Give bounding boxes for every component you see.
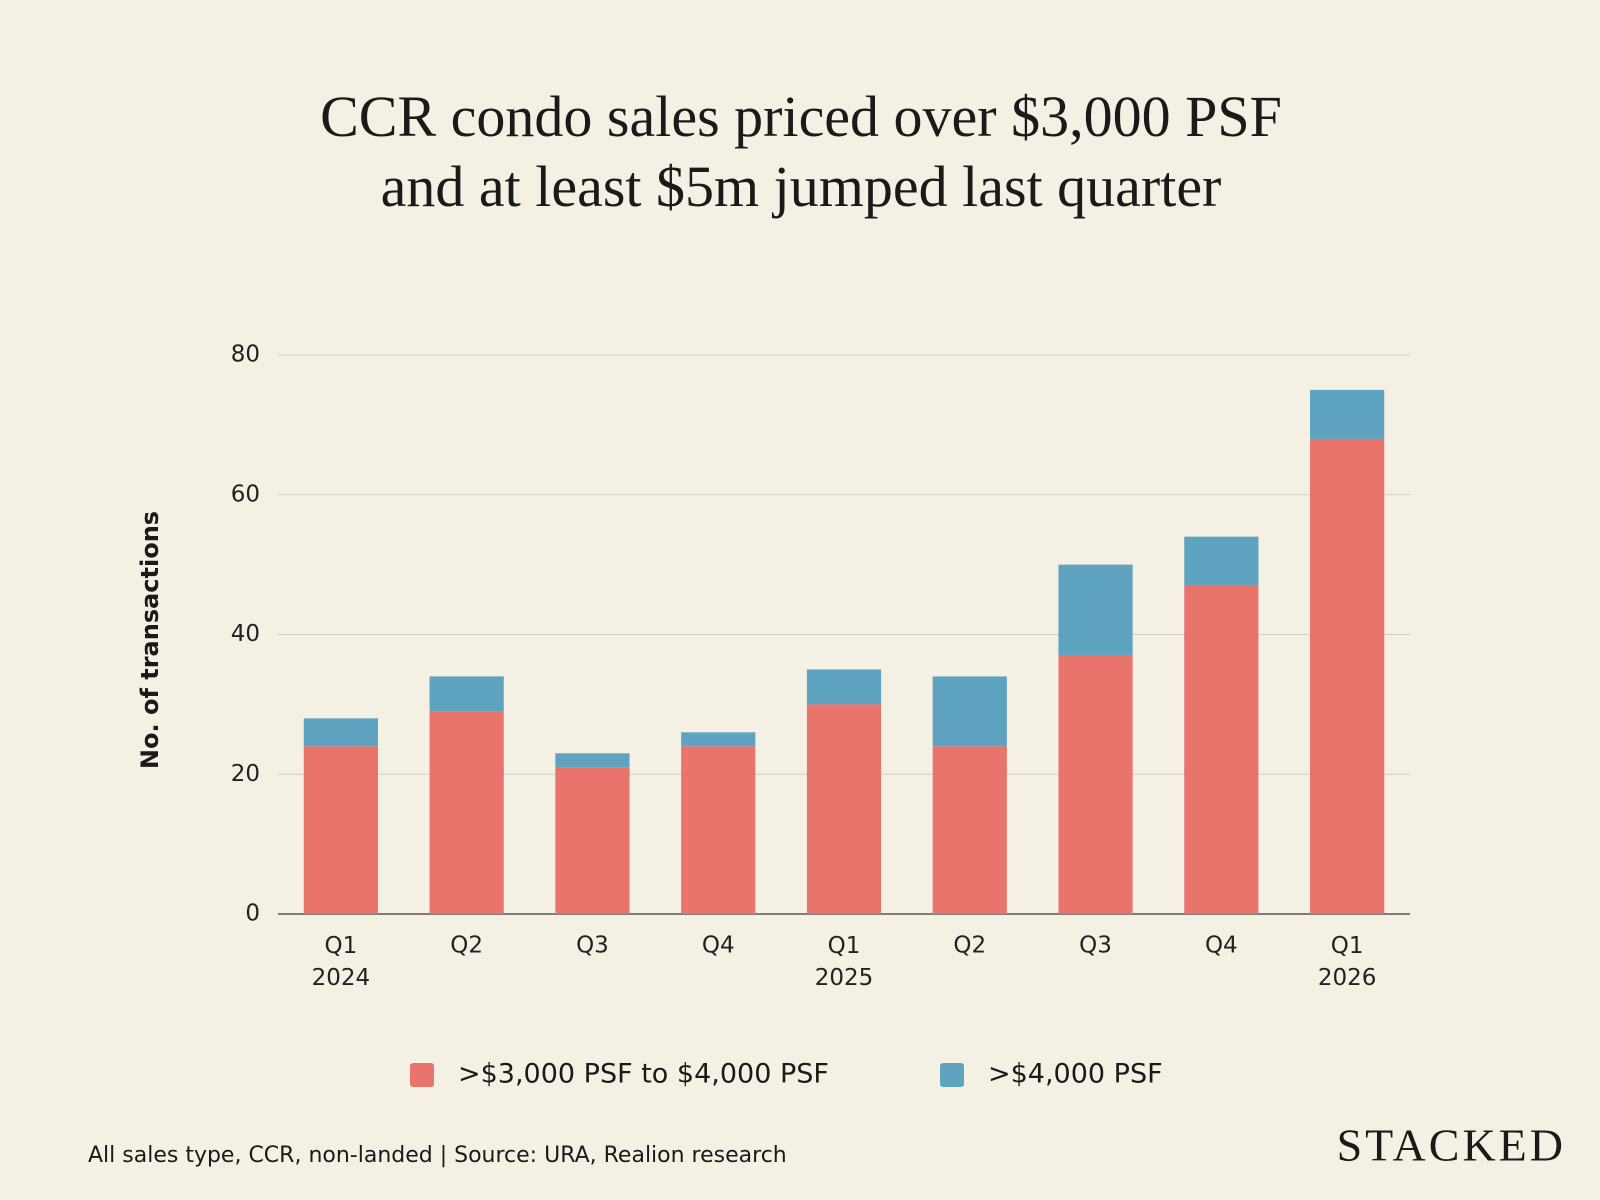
source-note: All sales type, CCR, non-landed | Source… [88, 1143, 787, 1168]
x-tick-label: Q1 2026 [1318, 933, 1377, 991]
y-axis-label: No. of transactions [136, 511, 164, 769]
y-tick-label: 0 [245, 901, 260, 927]
bar-segment [1058, 655, 1133, 914]
y-tick-label: 80 [231, 342, 260, 368]
bar-segment [1184, 585, 1259, 914]
bar-segment [1310, 438, 1385, 914]
bar-segment [806, 669, 882, 705]
legend-label: >$3,000 PSF to $4,000 PSF [458, 1059, 829, 1090]
bar-segment [1058, 564, 1133, 656]
x-tick-label: Q2 [953, 933, 986, 959]
bar-segment [429, 711, 504, 914]
bar-segment [806, 704, 882, 914]
chart-title: CCR condo sales priced over $3,000 PSF an… [320, 84, 1282, 219]
bar-segment [1184, 536, 1259, 586]
x-tick-label: Q1 2025 [815, 933, 874, 991]
x-tick-label: Q1 2024 [312, 933, 371, 991]
legend-swatch [940, 1063, 964, 1087]
legend-swatch [410, 1063, 434, 1087]
x-tick-label: Q3 [1079, 933, 1112, 959]
legend-label: >$4,000 PSF [988, 1059, 1163, 1090]
bar-segment [429, 676, 504, 712]
bar-segment [303, 746, 378, 914]
y-tick-label: 20 [231, 761, 260, 787]
logo: STACKED [1337, 1120, 1566, 1171]
bar-segment [303, 718, 378, 747]
bar-segment [681, 732, 756, 747]
y-tick-label: 40 [231, 621, 260, 647]
x-tick-label: Q3 [576, 933, 609, 959]
x-tick-label: Q2 [450, 933, 483, 959]
bar-segment [555, 767, 630, 914]
bar-segment [1310, 389, 1385, 439]
y-tick-label: 60 [231, 481, 260, 507]
bar-segment [932, 746, 1007, 914]
bar-segment [932, 676, 1007, 747]
x-tick-label: Q4 [1205, 933, 1238, 959]
bar-segment [681, 746, 756, 914]
x-tick-label: Q4 [702, 933, 735, 959]
bar-segment [555, 753, 630, 768]
